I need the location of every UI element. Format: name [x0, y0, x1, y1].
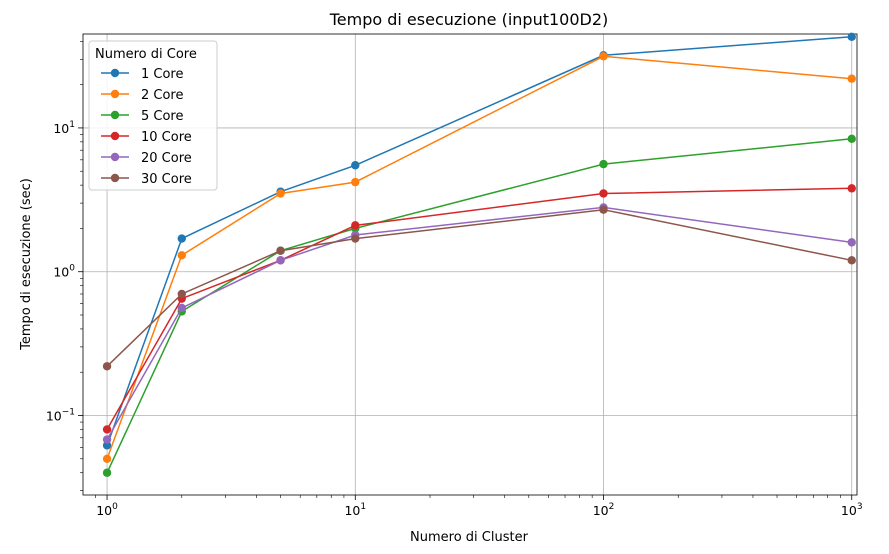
series-line-30-core	[106, 208, 852, 367]
y-tick-label: 10−1	[46, 408, 75, 424]
data-point	[599, 52, 608, 61]
data-point	[599, 159, 608, 169]
x-tick-label: 103	[841, 502, 863, 518]
chart-title: Tempo di esecuzione (input100D2)	[329, 10, 609, 29]
plot-area-border	[82, 33, 858, 496]
legend-label: 5 Core	[141, 109, 184, 124]
data-point	[847, 256, 856, 265]
legend-box	[88, 40, 218, 191]
data-point	[102, 425, 112, 434]
data-point	[847, 238, 856, 247]
data-point	[276, 256, 285, 265]
series-line-10-core	[106, 187, 852, 430]
data-point	[599, 205, 608, 214]
series-line-20-core	[106, 206, 852, 440]
data-point	[847, 134, 856, 144]
legend-item-1-core: 1 Core	[101, 67, 184, 82]
series-30-core	[102, 205, 856, 371]
data-point	[102, 454, 112, 463]
legend-swatch-marker	[110, 131, 120, 141]
data-point	[599, 189, 608, 198]
legend-swatch-marker	[110, 110, 120, 120]
data-point	[351, 177, 360, 187]
x-tick-label: 102	[593, 502, 615, 518]
legend-label: 30 Core	[141, 172, 192, 187]
series-line-1-core	[106, 36, 852, 446]
data-point	[276, 246, 285, 255]
legend-label: 1 Core	[141, 67, 184, 82]
data-point	[847, 184, 856, 193]
legend-item-5-core: 5 Core	[101, 109, 184, 124]
y-axis-label: Tempo di esecuzione (sec)	[19, 178, 34, 351]
data-point	[847, 74, 856, 83]
legend-swatch-marker	[110, 173, 120, 183]
legend: Numero di Core 1 Core 2 Core 5 Core 10 Core…	[88, 40, 218, 191]
legend-label: 10 Core	[141, 130, 192, 145]
legend-item-2-core: 2 Core	[101, 88, 184, 103]
legend-swatch-marker	[110, 152, 120, 162]
legend-label: 2 Core	[141, 88, 184, 103]
legend-title: Numero di Core	[95, 47, 197, 62]
data-point	[177, 289, 186, 299]
data-point	[102, 435, 112, 444]
axis-ticks: 100 101 102 103 10−1 100 101	[46, 41, 863, 518]
data-point	[847, 32, 856, 42]
legend-item-30-core: 30 Core	[101, 172, 192, 187]
x-axis-label: Numero di Cluster	[410, 530, 529, 545]
x-tick-label: 100	[96, 502, 118, 518]
legend-swatch-marker	[110, 68, 120, 78]
plot-frame	[82, 33, 858, 496]
series-2-core	[102, 52, 856, 463]
data-point	[102, 441, 112, 450]
legend-swatch-marker	[110, 89, 120, 99]
data-point	[351, 234, 360, 243]
legend-items: 1 Core 2 Core 5 Core 10 Core 20 Core 30 Core	[101, 67, 192, 187]
series-line-2-core	[106, 55, 852, 460]
data-point	[177, 234, 186, 243]
series-line-5-core	[106, 138, 852, 474]
data-point	[351, 221, 360, 230]
data-point	[351, 161, 360, 170]
data-point	[102, 468, 112, 477]
legend-label: 20 Core	[141, 151, 192, 166]
data-point	[177, 303, 186, 313]
legend-item-10-core: 10 Core	[101, 130, 192, 145]
data-point	[102, 362, 112, 371]
data-point	[276, 189, 285, 198]
y-tick-label: 101	[53, 120, 75, 136]
series-group	[102, 32, 856, 477]
legend-item-20-core: 20 Core	[101, 151, 192, 166]
data-point	[177, 251, 186, 260]
x-tick-label: 101	[344, 502, 366, 518]
y-tick-label: 100	[53, 264, 75, 280]
series-20-core	[102, 203, 856, 444]
